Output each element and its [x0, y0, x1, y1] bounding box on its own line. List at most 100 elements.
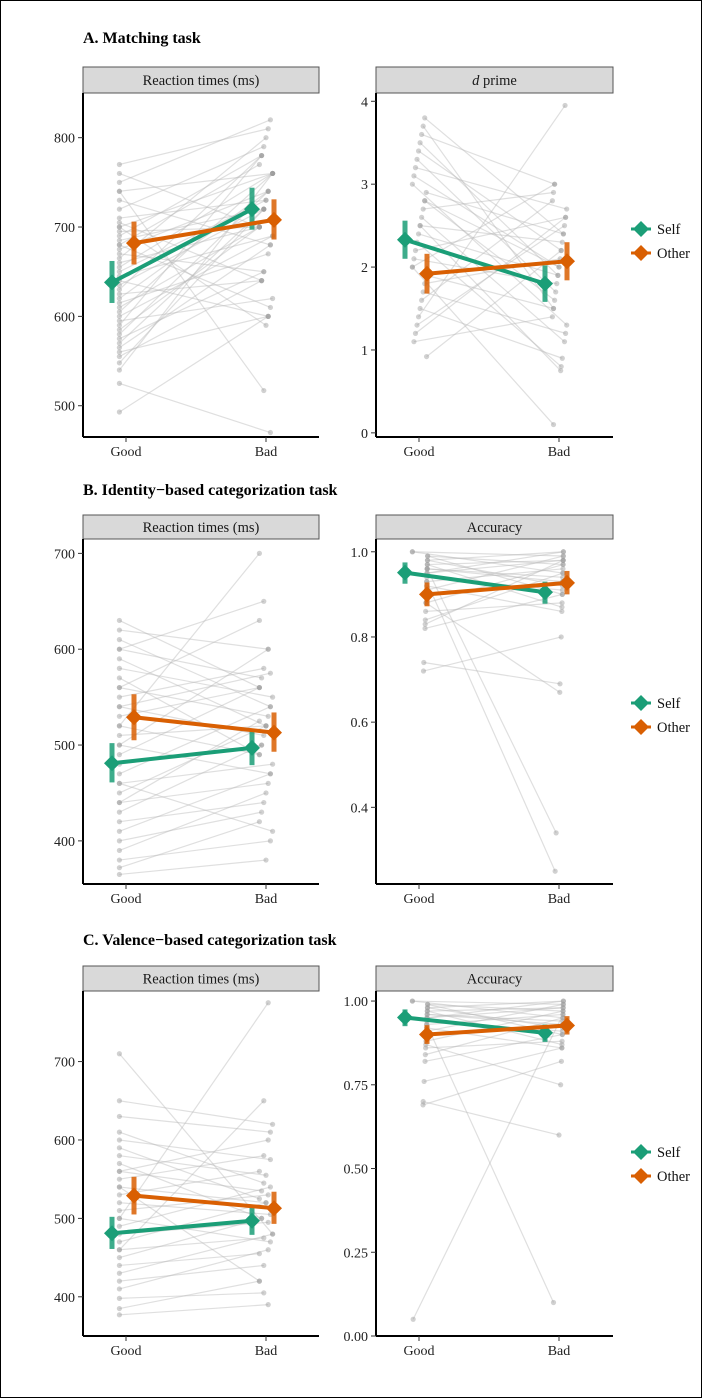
- subject-point: [116, 331, 122, 337]
- subject-point: [256, 224, 262, 230]
- subject-line: [119, 119, 271, 183]
- series-point: [104, 274, 120, 291]
- subject-point: [423, 1045, 429, 1051]
- subject-line: [411, 183, 568, 326]
- subject-point: [421, 659, 427, 666]
- subject-point: [116, 1113, 122, 1120]
- subject-point: [560, 1005, 566, 1011]
- subject-point: [259, 278, 265, 284]
- subject-line: [119, 1139, 269, 1172]
- subject-point: [424, 1011, 430, 1018]
- subject-line: [119, 235, 273, 317]
- subject-line: [424, 200, 560, 268]
- subject-point: [261, 269, 267, 275]
- subject-point: [116, 1247, 122, 1253]
- subject-point: [263, 197, 269, 203]
- subject-point: [560, 1001, 566, 1007]
- subject-point: [116, 246, 122, 252]
- subject-point: [265, 713, 271, 719]
- subject-point: [415, 314, 422, 320]
- subject-point: [265, 646, 271, 652]
- subject-point: [425, 1001, 431, 1007]
- subject-line: [119, 648, 269, 746]
- subject-line: [119, 1292, 264, 1299]
- series-other: [419, 570, 575, 607]
- x-tick-label: Good: [403, 892, 434, 907]
- subject-line: [423, 291, 566, 334]
- subject-point: [116, 1051, 122, 1057]
- subject-line: [419, 142, 559, 276]
- subject-point: [425, 553, 431, 559]
- subject-point: [417, 305, 423, 312]
- subject-line: [427, 1013, 563, 1022]
- subject-point: [423, 608, 429, 615]
- subject-point: [409, 181, 415, 187]
- subject-point: [549, 314, 556, 320]
- individual-data: [116, 117, 276, 436]
- subject-point: [261, 206, 267, 212]
- subject-point: [263, 723, 269, 729]
- y-tick-label: 400: [54, 1291, 75, 1306]
- subject-point: [421, 1078, 427, 1085]
- subject-point: [267, 242, 273, 248]
- x-tick-label: Bad: [255, 445, 278, 460]
- subject-line: [119, 1264, 264, 1282]
- subject-line: [119, 199, 267, 219]
- subject-point: [419, 214, 425, 220]
- y-tick-label: 700: [54, 1056, 75, 1071]
- series-point: [419, 265, 435, 282]
- subject-line: [118, 190, 265, 391]
- subject-line: [422, 1060, 562, 1106]
- subject-point: [552, 181, 558, 187]
- subject-point: [259, 152, 265, 159]
- subject-point: [265, 188, 271, 194]
- subject-point: [261, 206, 267, 212]
- y-tick-label: 3: [361, 178, 368, 193]
- subject-line: [119, 1202, 271, 1216]
- subject-point: [116, 723, 122, 729]
- subject-point: [116, 242, 122, 248]
- subject-point: [557, 681, 563, 687]
- subject-point: [560, 561, 566, 568]
- subject-point: [419, 297, 425, 303]
- subject-point: [558, 634, 564, 640]
- subject-point: [560, 998, 567, 1004]
- subject-point: [560, 557, 566, 563]
- section-title: A. Matching task: [83, 30, 201, 47]
- subject-line: [426, 191, 564, 235]
- subject-line: [427, 1003, 564, 1012]
- y-tick-label: 1: [361, 344, 368, 359]
- subject-point: [270, 828, 276, 834]
- subject-line: [119, 600, 264, 650]
- subject-point: [261, 206, 267, 212]
- subject-point: [256, 718, 262, 724]
- subject-point: [116, 809, 122, 815]
- subject-point: [422, 198, 428, 204]
- subject-point: [116, 732, 122, 739]
- individual-data: [409, 102, 570, 428]
- subject-line: [425, 1017, 564, 1056]
- subject-point: [555, 272, 561, 278]
- series-line: [111, 745, 253, 766]
- subject-line: [119, 811, 262, 842]
- subject-line: [119, 253, 264, 273]
- subject-point: [116, 327, 122, 333]
- subject-line: [119, 226, 260, 308]
- subject-line: [119, 792, 267, 852]
- subject-point: [261, 665, 267, 671]
- subject-line: [119, 208, 265, 286]
- subject-line: [119, 773, 271, 832]
- section-title: B. Identity−based categorization task: [83, 482, 338, 499]
- series-point: [397, 1009, 413, 1026]
- subject-line: [119, 382, 271, 434]
- subject-line: [427, 551, 564, 561]
- subject-point: [116, 1305, 122, 1312]
- subject-point: [424, 566, 430, 572]
- subject-line: [427, 555, 564, 566]
- subject-point: [256, 1251, 262, 1257]
- subject-line: [426, 1024, 555, 1303]
- subject-point: [116, 295, 122, 302]
- subject-point: [550, 1299, 557, 1306]
- subject-point: [116, 675, 122, 681]
- series-point: [397, 231, 413, 248]
